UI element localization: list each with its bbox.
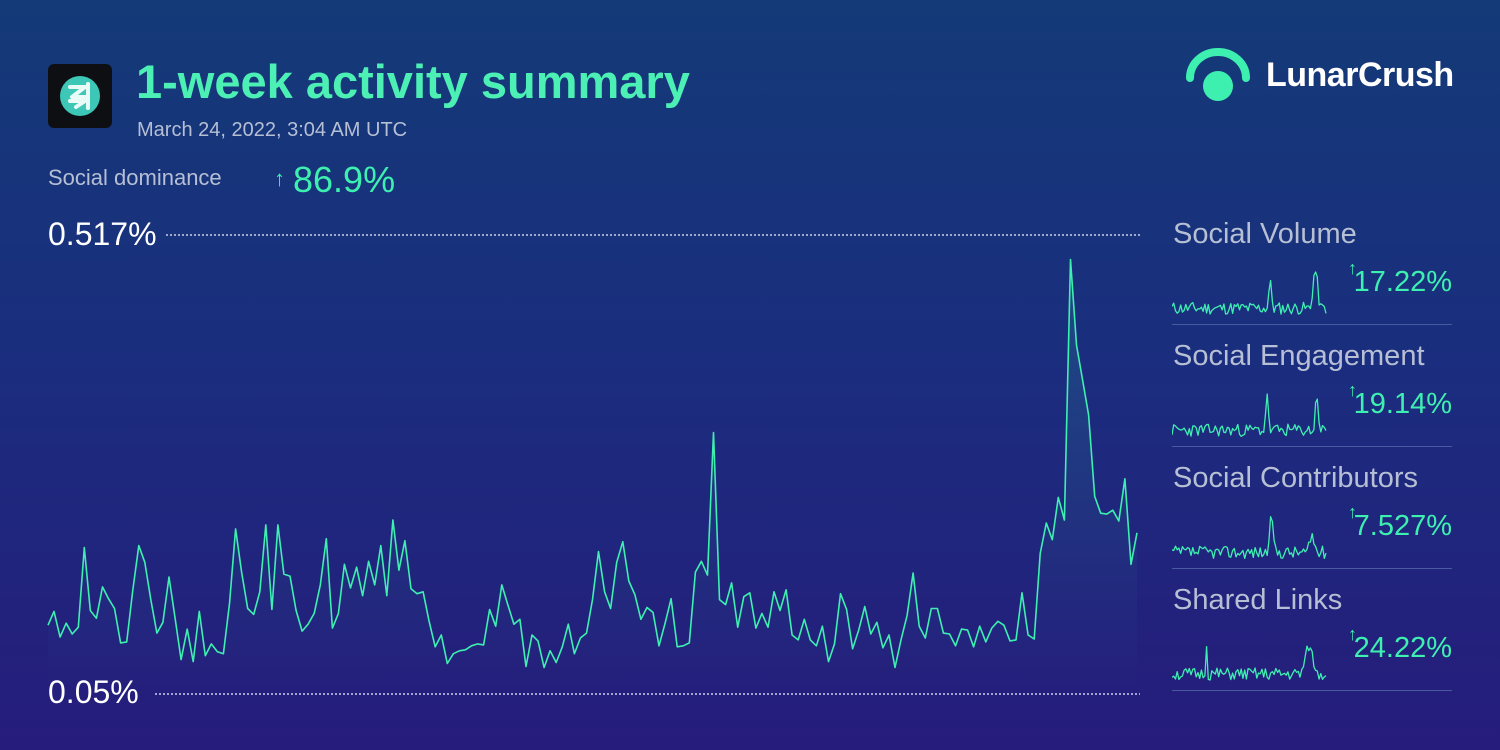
- brand-logo: [1186, 48, 1250, 106]
- metric-social-contributors: Social Contributors ↑ 7.527%: [1172, 462, 1452, 584]
- coin-logo-icon: [60, 76, 100, 116]
- metric-value: 24.22%: [1353, 632, 1452, 664]
- dominance-value: 86.9%: [293, 159, 396, 200]
- lunarcrush-logo-icon: [1186, 48, 1250, 101]
- dominance-label: Social dominance: [48, 165, 222, 190]
- brand-name: LunarCrush: [1266, 56, 1454, 94]
- dominance-up-arrow-icon: ↑: [274, 166, 285, 191]
- metric-label: Social Contributors: [1173, 462, 1418, 494]
- series-area: [48, 259, 1137, 694]
- up-arrow-icon: ↑: [1348, 624, 1357, 644]
- metric-label: Shared Links: [1173, 584, 1343, 616]
- sparkline: [1172, 393, 1327, 438]
- sparkline: [1172, 516, 1327, 560]
- divider: [1172, 446, 1452, 447]
- y-tick-label: 0.517%: [48, 216, 157, 252]
- metric-value: 17.22%: [1353, 266, 1452, 298]
- metric-social-volume: Social Volume ↑ 17.22%: [1172, 218, 1452, 340]
- up-arrow-icon: ↑: [1348, 258, 1357, 278]
- up-arrow-icon: ↑: [1348, 380, 1357, 400]
- divider: [1172, 568, 1452, 569]
- divider: [1172, 690, 1452, 691]
- metric-social-engagement: Social Engagement ↑ 19.14%: [1172, 340, 1452, 462]
- coin-logo: [48, 64, 112, 128]
- metric-value: 19.14%: [1353, 388, 1452, 420]
- sparkline: [1172, 271, 1327, 315]
- timestamp: March 24, 2022, 3:04 AM UTC: [137, 119, 408, 141]
- metric-label: Social Engagement: [1173, 340, 1425, 372]
- sparkline: [1172, 645, 1327, 681]
- series-line: [47, 258, 1138, 669]
- metric-label: Social Volume: [1173, 218, 1357, 250]
- y-tick-label: 0.05%: [48, 674, 139, 710]
- metric-shared-links: Shared Links ↑ 24.22%: [1172, 584, 1452, 706]
- metric-value: 7.527%: [1353, 510, 1452, 542]
- page-title: 1-week activity summary: [136, 55, 690, 108]
- divider: [1172, 324, 1452, 325]
- up-arrow-icon: ↑: [1348, 502, 1357, 522]
